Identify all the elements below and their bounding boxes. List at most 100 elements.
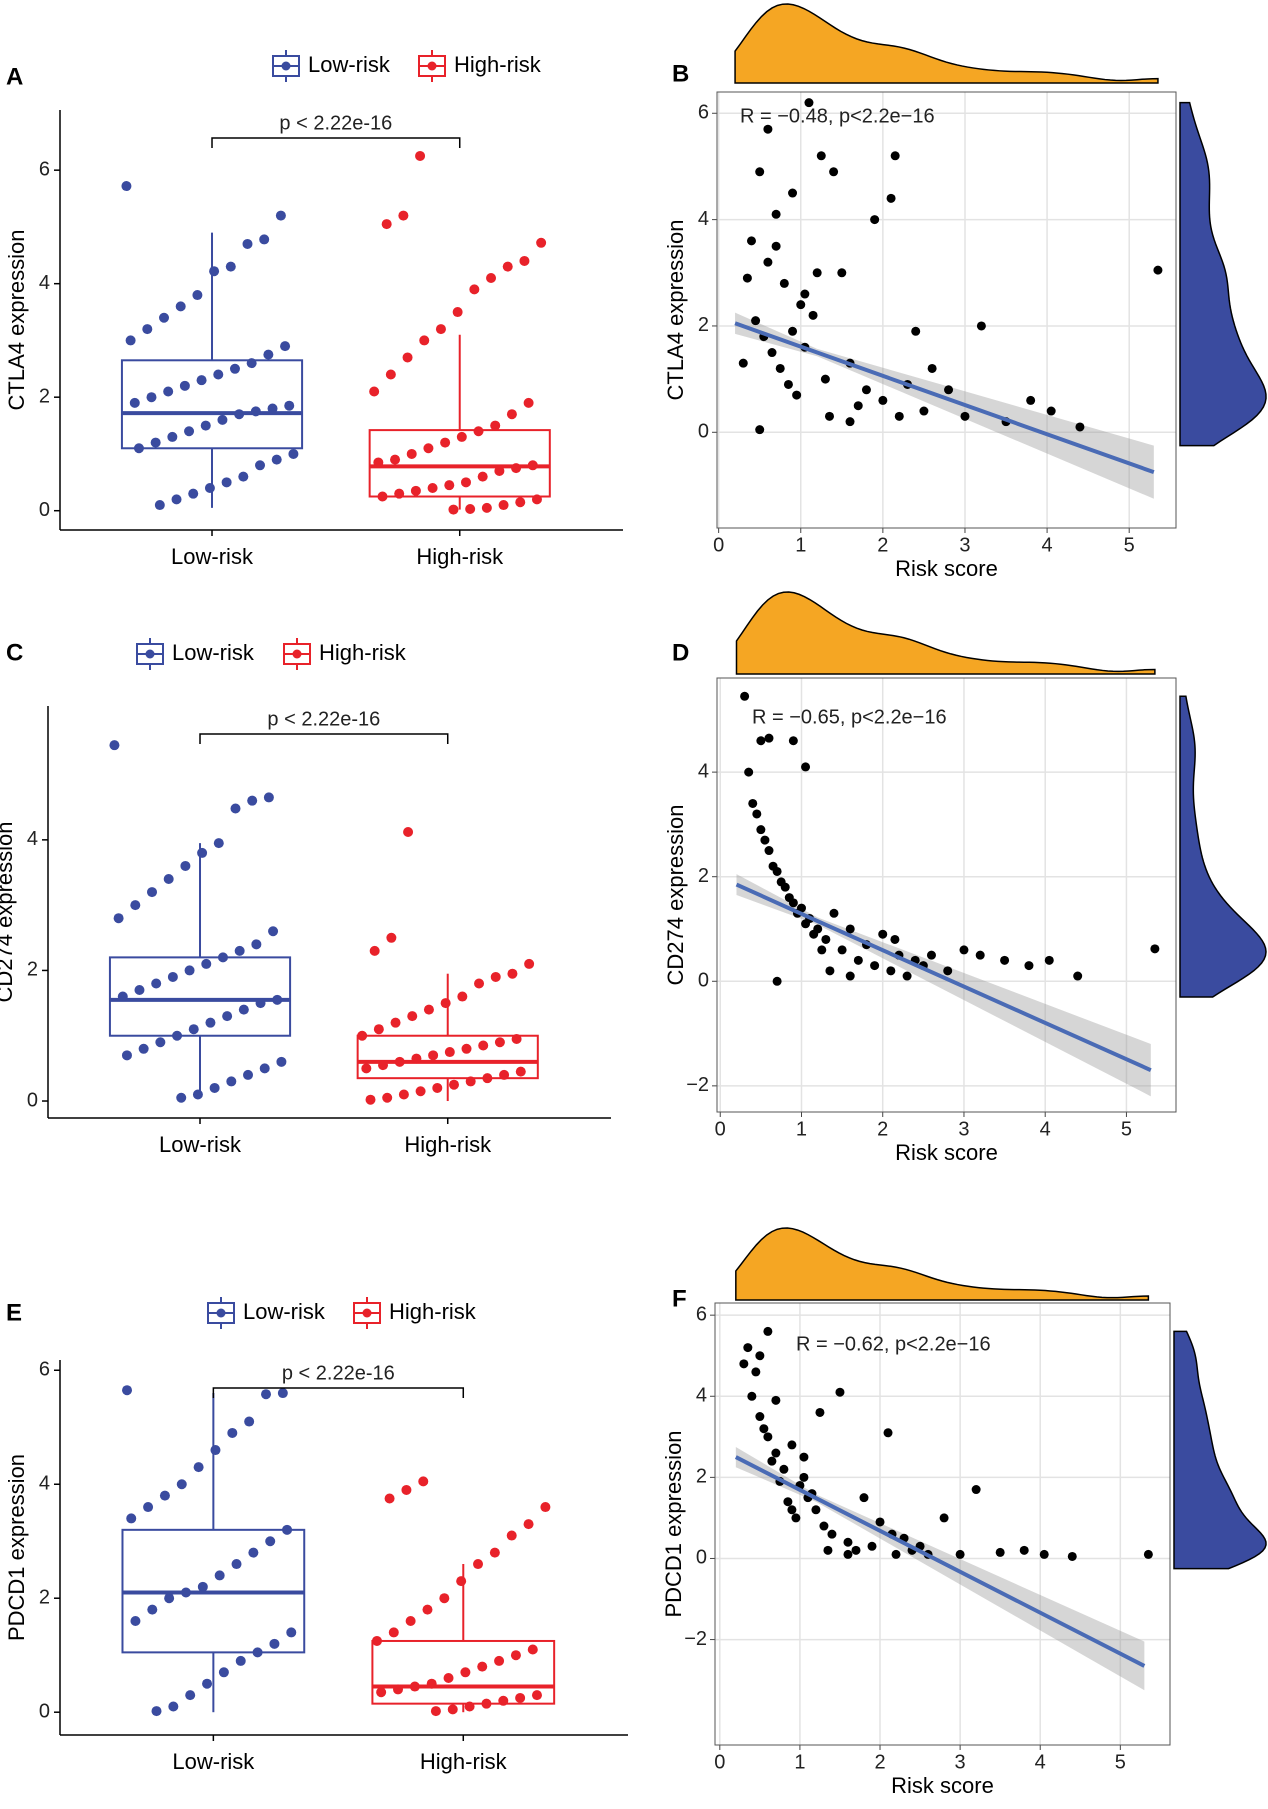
point xyxy=(799,1452,809,1462)
y-tick-label: 0 xyxy=(698,970,709,992)
p-bracket xyxy=(212,1387,465,1398)
point xyxy=(196,375,207,386)
point xyxy=(263,792,274,803)
point xyxy=(440,437,451,448)
point xyxy=(188,1024,199,1035)
panel-label: F xyxy=(672,1285,687,1312)
fit-line xyxy=(734,321,1155,475)
point xyxy=(452,307,463,318)
point xyxy=(760,835,770,845)
point xyxy=(250,406,261,417)
point xyxy=(943,966,953,976)
point xyxy=(394,488,405,499)
point xyxy=(875,1517,885,1527)
point xyxy=(886,193,896,203)
x-tick-label: 3 xyxy=(958,1118,969,1140)
point xyxy=(779,1464,789,1474)
y-tick-label: 0 xyxy=(698,421,709,443)
y-tick-label: 2 xyxy=(698,865,709,887)
point xyxy=(259,234,270,245)
point xyxy=(381,219,392,230)
point xyxy=(411,1053,422,1064)
point xyxy=(768,861,778,871)
point xyxy=(1073,971,1083,981)
point xyxy=(415,1086,426,1097)
plot-border xyxy=(716,91,1177,529)
p-bracket xyxy=(211,137,461,148)
point xyxy=(197,847,208,858)
point xyxy=(498,1695,509,1706)
point xyxy=(531,1690,542,1701)
point xyxy=(845,417,855,427)
point xyxy=(1019,1545,1029,1555)
point xyxy=(419,335,430,346)
point xyxy=(193,1462,204,1473)
point xyxy=(142,324,153,335)
y-tick-label: 6 xyxy=(698,102,709,124)
x-tick-label: 1 xyxy=(794,1751,805,1773)
x-tick-label: High-risk xyxy=(416,544,504,569)
point xyxy=(172,1030,183,1041)
point xyxy=(878,395,888,405)
y-axis-label: CD274 expression xyxy=(0,822,17,1003)
point xyxy=(1075,422,1085,432)
point xyxy=(824,411,834,421)
point xyxy=(816,151,826,161)
x-tick-label: 0 xyxy=(715,1118,726,1140)
point xyxy=(498,500,509,511)
legend-icon-dot xyxy=(145,649,155,659)
point xyxy=(373,1024,384,1035)
point xyxy=(1046,406,1056,416)
point xyxy=(272,994,283,1005)
point xyxy=(801,762,811,772)
point xyxy=(377,491,388,502)
point xyxy=(259,1063,270,1074)
y-axis-label: PDCD1 expression xyxy=(4,1454,29,1641)
point xyxy=(890,151,900,161)
point xyxy=(825,966,835,976)
point xyxy=(209,1082,220,1093)
fit-line xyxy=(734,1455,1146,1668)
y-tick-label: 2 xyxy=(698,314,709,336)
point xyxy=(791,1513,801,1523)
point xyxy=(205,1017,216,1028)
point xyxy=(242,238,253,249)
point xyxy=(783,379,793,389)
point xyxy=(184,965,195,976)
point xyxy=(398,210,409,221)
point xyxy=(276,1056,287,1067)
point xyxy=(792,390,802,400)
point xyxy=(815,1407,825,1417)
point xyxy=(460,477,471,488)
point xyxy=(808,310,818,320)
point xyxy=(975,950,985,960)
point xyxy=(890,934,900,944)
y-tick-label: 0 xyxy=(27,1089,38,1111)
legend-label: Low-risk xyxy=(308,52,391,77)
point xyxy=(764,846,774,856)
plot-background xyxy=(717,92,1176,528)
point xyxy=(201,958,212,969)
point xyxy=(388,1627,399,1638)
y-tick-label: 0 xyxy=(696,1547,707,1569)
point xyxy=(280,341,291,352)
point xyxy=(809,929,819,939)
point xyxy=(109,740,120,751)
point xyxy=(494,1655,505,1666)
point xyxy=(393,1684,404,1695)
point xyxy=(456,431,467,442)
point xyxy=(222,1011,233,1022)
point xyxy=(226,1076,237,1087)
point xyxy=(167,971,178,982)
point xyxy=(230,803,241,814)
point xyxy=(382,1092,393,1103)
point xyxy=(804,98,814,108)
point xyxy=(234,409,245,420)
point xyxy=(771,209,781,219)
y-tick-label: 2 xyxy=(39,1587,50,1609)
point xyxy=(878,929,888,939)
point xyxy=(448,1079,459,1090)
y-tick-label: 6 xyxy=(39,1359,50,1381)
point xyxy=(167,431,178,442)
